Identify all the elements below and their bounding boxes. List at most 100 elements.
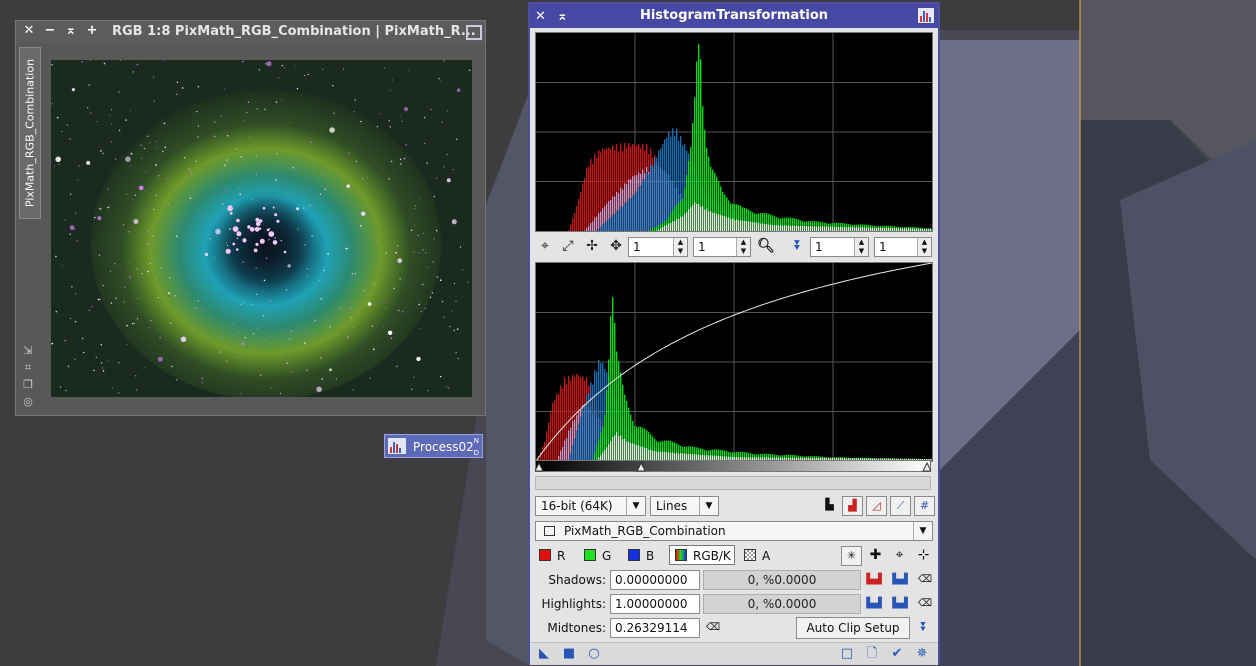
channel-rgbk[interactable]: RGB/K <box>669 545 735 565</box>
spin-arrows-icon[interactable]: ▲ ▼ <box>673 238 687 256</box>
zoom-fit-icon[interactable]: ⤢ <box>562 238 574 254</box>
double-chevron-down-icon[interactable]: ⏬︎ <box>920 620 928 635</box>
reset-shadows-icon[interactable]: ⌫ <box>917 574 933 585</box>
resolution-combo[interactable]: 16-bit (64K) ▼ <box>535 496 646 516</box>
histogram-bar <box>596 445 598 461</box>
star <box>322 68 324 70</box>
star <box>290 330 292 332</box>
reset-icon[interactable]: 🗋︎ <box>866 646 878 661</box>
upper-zoom-x-spinbox[interactable]: 1 ▲ ▼ <box>628 237 688 257</box>
star <box>224 189 226 191</box>
shade-icon[interactable]: ⌅ <box>557 9 568 24</box>
pan-icon[interactable]: ✥ <box>610 238 622 254</box>
astro-image[interactable] <box>51 60 472 397</box>
histogram-bar <box>696 447 698 461</box>
show-histogram-icon[interactable]: ▟ <box>842 496 863 516</box>
reset-highlights-icon[interactable]: ⌫ <box>917 598 933 609</box>
new-instance-icon[interactable]: ◣ <box>539 646 549 661</box>
ht-titlebar[interactable]: ✕ ⌅ HistogramTransformation <box>530 4 938 28</box>
real-time-preview-icon[interactable]: ○ <box>588 646 600 661</box>
histogram-bar <box>828 458 830 461</box>
histogram-bar <box>648 230 650 231</box>
slider-handles[interactable] <box>535 460 931 472</box>
minimize-icon[interactable]: − <box>44 23 56 38</box>
histogram-bar <box>742 451 744 461</box>
star <box>431 292 434 294</box>
rejection-icon[interactable]: ▙ <box>825 498 834 511</box>
star <box>100 344 103 346</box>
clone-icon[interactable]: ❐ <box>23 378 33 391</box>
process-icon[interactable]: Process02 N D <box>384 434 483 458</box>
midtones-input[interactable]: 0.26329114 <box>610 618 700 638</box>
histogram-bar <box>694 97 696 231</box>
auto-highlights-all-icon[interactable]: ▙▟ <box>892 598 908 609</box>
auto-shadows-icon[interactable]: ▙▟ <box>866 574 882 585</box>
channel-a[interactable]: A <box>744 549 770 563</box>
star <box>429 296 432 298</box>
image-identifier-tab[interactable]: PixMath_RGB_Combination <box>19 47 41 219</box>
histogram-bar <box>722 456 724 461</box>
image-window[interactable]: ✕ − ⌅ + RGB 1:8 PixMath_RGB_Combination … <box>15 20 486 416</box>
view-selector[interactable]: PixMath_RGB_Combination ▼ <box>535 521 933 541</box>
auto-shadows-all-icon[interactable]: ▙▟ <box>892 574 908 585</box>
histogram-bar <box>732 203 734 231</box>
upper-zoom-y-spinbox[interactable]: 1 ▲ ▼ <box>693 237 751 257</box>
zoom-reset-icon[interactable]: ✢ <box>586 238 598 254</box>
window-layout-icon[interactable] <box>466 25 482 40</box>
cancel-icon[interactable]: ✵ <box>916 646 928 661</box>
histogram-bar <box>672 209 674 231</box>
histogram-bar <box>606 390 608 461</box>
process-icon-n: N <box>473 437 479 445</box>
histogram-bar <box>658 229 660 231</box>
transfer-slider[interactable] <box>535 460 931 472</box>
graph-style-combo[interactable]: Lines ▼ <box>650 496 719 516</box>
image-window-titlebar[interactable]: ✕ − ⌅ + RGB 1:8 PixMath_RGB_Combination … <box>16 21 485 43</box>
histogram-bar <box>562 388 564 461</box>
spin-arrows-icon[interactable]: ▲ ▼ <box>854 238 868 256</box>
show-grid-icon[interactable]: # <box>914 496 935 516</box>
close-icon[interactable]: ✕ <box>535 9 546 24</box>
histogram-bar <box>824 458 826 461</box>
histogram-transformation-window[interactable]: ✕ ⌅ HistogramTransformation ⌖ ⤢ ✢ ✥ 1 ▲ ▼… <box>528 2 940 665</box>
channel-r[interactable]: R <box>539 549 565 563</box>
histogram-bar <box>752 453 754 461</box>
auto-clip-setup-button[interactable]: Auto Clip Setup <box>796 617 910 639</box>
maximize-icon[interactable]: + <box>86 23 98 38</box>
spin-arrows-icon[interactable]: ▲ ▼ <box>917 238 931 256</box>
shade-icon[interactable]: ⌅ <box>65 23 77 38</box>
realtime-preview-icon[interactable]: ⊹ <box>917 547 930 563</box>
lower-zoom-y-spinbox[interactable]: 1 ▲ ▼ <box>874 237 932 257</box>
histogram-bar <box>596 230 598 231</box>
cursor-readout-icon[interactable]: ✳ <box>841 546 862 566</box>
star <box>77 179 79 181</box>
track-view-icon[interactable]: ✚ <box>869 547 882 563</box>
shadows-input[interactable]: 0.00000000 <box>610 570 700 590</box>
fit-view-icon[interactable]: ⌗ <box>24 361 32 374</box>
histogram-bar <box>596 157 598 231</box>
histogram-bar <box>900 458 902 461</box>
apply-global-icon[interactable]: ■ <box>562 646 576 661</box>
stf-icon[interactable]: ◎ <box>23 395 33 408</box>
crosshair-icon[interactable]: ⌖ <box>541 238 549 254</box>
apply-icon[interactable]: ✔ <box>891 646 903 661</box>
double-chevron-down-icon[interactable]: ⏬︎ <box>794 238 802 254</box>
channel-b[interactable]: B <box>628 549 654 563</box>
resize-icon[interactable]: ⇲ <box>23 344 33 357</box>
show-curve-icon[interactable]: ⟋ <box>890 496 911 516</box>
star <box>90 112 92 114</box>
spin-arrows-icon[interactable]: ▲ ▼ <box>736 238 750 256</box>
lower-zoom-x-spinbox[interactable]: 1 ▲ ▼ <box>810 237 869 257</box>
auto-highlights-icon[interactable]: ▙▟ <box>866 598 882 609</box>
channel-g[interactable]: G <box>584 549 611 563</box>
input-histogram[interactable] <box>535 262 933 462</box>
histogram-bar <box>914 228 916 231</box>
preview-icon[interactable]: ⌖ <box>895 547 904 563</box>
magnifier-icon[interactable]: 🔍︎ <box>757 238 775 254</box>
show-cumulative-icon[interactable]: ◿ <box>866 496 887 516</box>
output-histogram[interactable] <box>535 32 933 232</box>
highlights-input[interactable]: 1.00000000 <box>610 594 700 614</box>
reset-midtones-icon[interactable]: ⌫ <box>705 622 721 633</box>
close-icon[interactable]: ✕ <box>23 23 35 38</box>
histogram-bar <box>560 450 562 461</box>
browse-documentation-icon[interactable]: □ <box>840 646 854 661</box>
